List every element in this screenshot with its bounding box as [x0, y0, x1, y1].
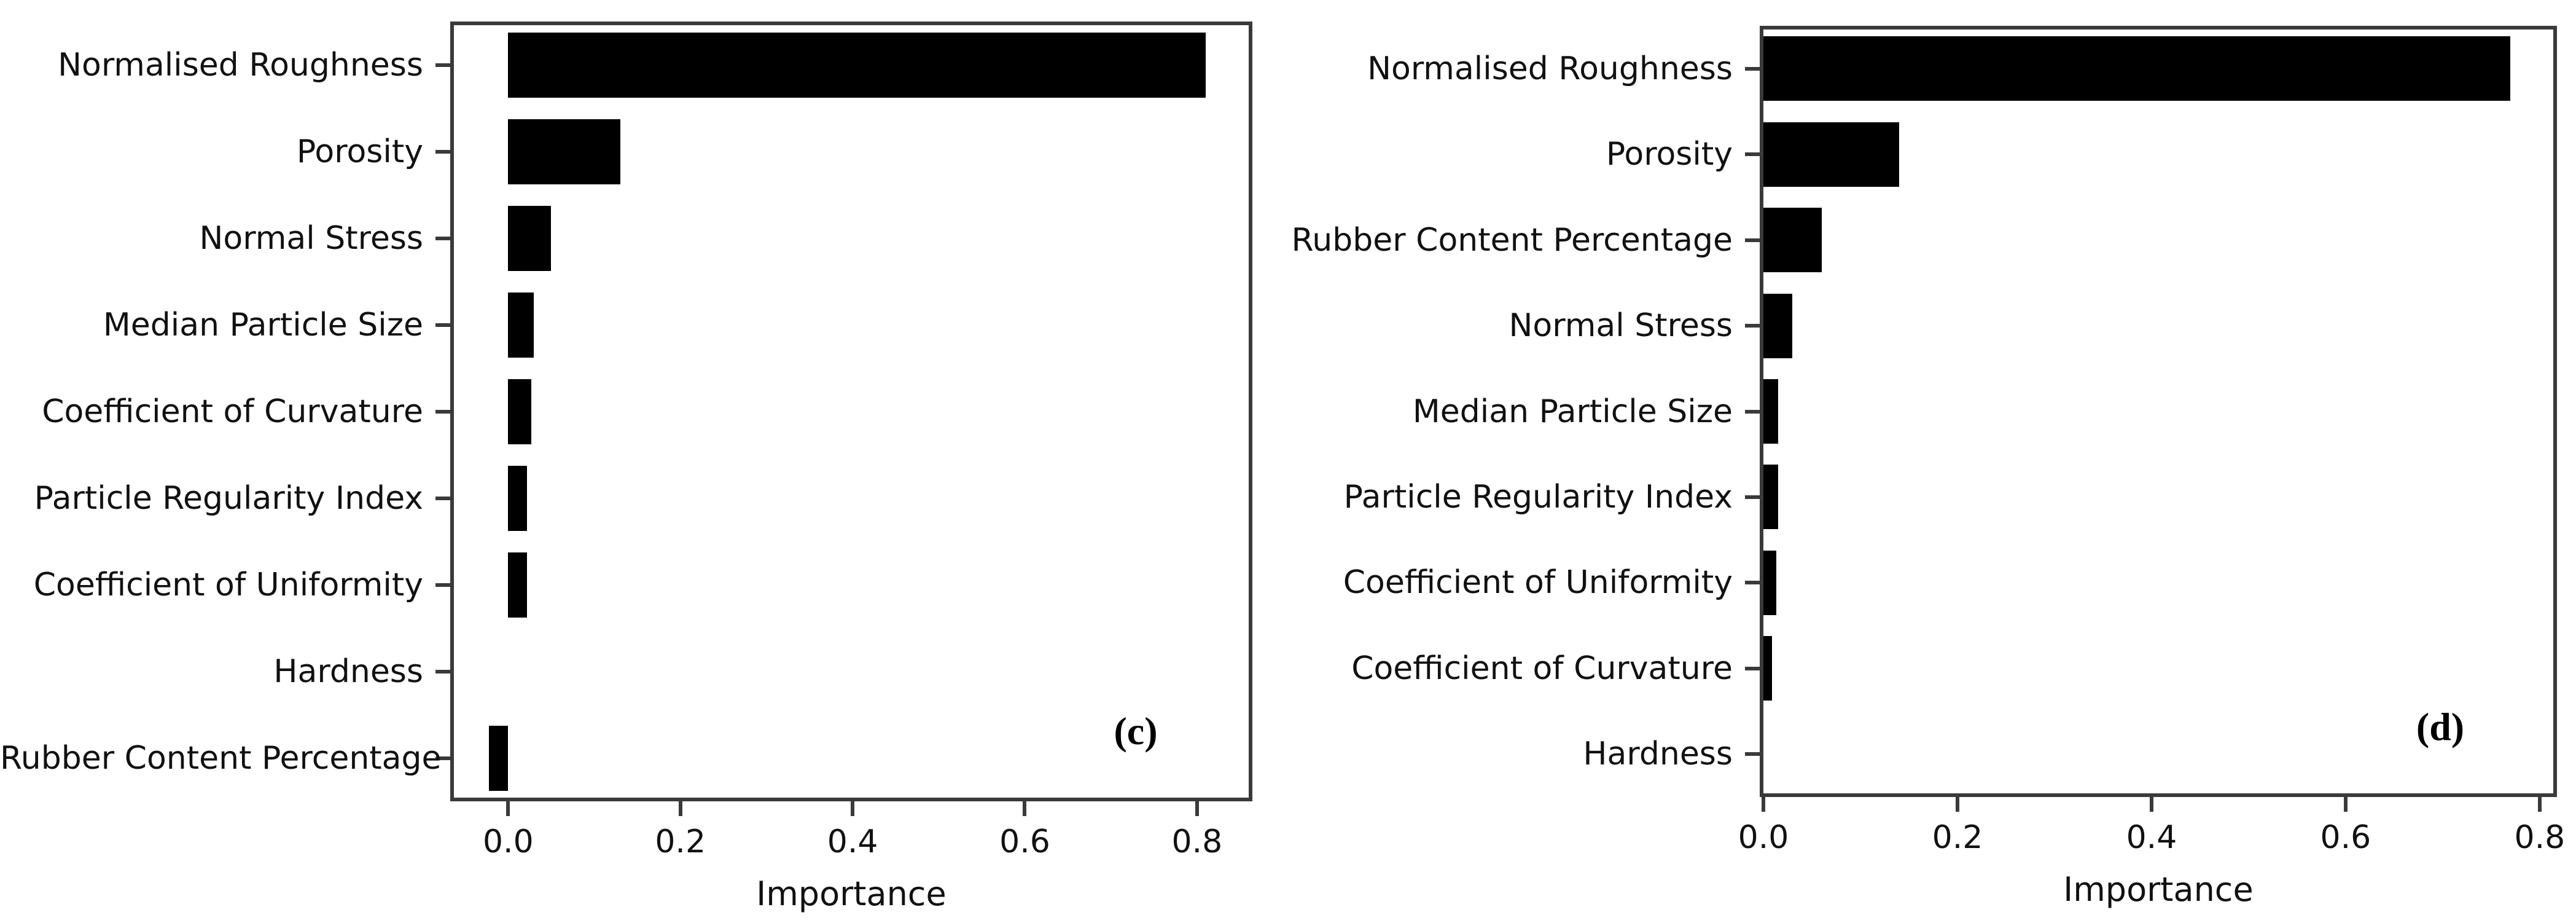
- y-category-label: Coefficient of Uniformity: [33, 566, 423, 603]
- y-category-label: Normal Stress: [199, 219, 423, 257]
- y-tick-mark: [1745, 238, 1760, 242]
- y-tick-mark: [1745, 666, 1760, 670]
- x-tick-mark: [851, 801, 855, 816]
- panel-letter-c: (c): [1114, 709, 1158, 753]
- x-tick-mark: [678, 801, 682, 816]
- panel-letter-d: (d): [2416, 705, 2465, 748]
- y-tick-mark: [1745, 409, 1760, 414]
- bar-normal-stress: [1763, 293, 1793, 358]
- x-tick-label: 0.8: [1171, 823, 1223, 860]
- y-category-label: Normalised Roughness: [58, 46, 423, 84]
- y-category-label: Rubber Content Percentage: [0, 739, 442, 777]
- y-category-label: Hardness: [273, 653, 423, 690]
- bar-normalised-roughness: [1763, 36, 2511, 101]
- y-tick-mark: [1745, 752, 1760, 756]
- x-tick-label: 0.4: [827, 823, 878, 860]
- y-tick-mark: [435, 496, 450, 500]
- bar-normalised-roughness: [508, 32, 1206, 98]
- x-tick-label: 0.0: [482, 823, 534, 860]
- bar-porosity: [1763, 122, 1900, 187]
- bar-particle-regularity-index: [508, 465, 528, 531]
- y-tick-mark: [435, 236, 450, 240]
- x-tick-mark: [2537, 797, 2542, 812]
- y-category-label: Particle Regularity Index: [34, 479, 423, 517]
- y-category-label: Coefficient of Curvature: [42, 393, 423, 430]
- y-category-label: Particle Regularity Index: [1343, 478, 1733, 516]
- y-category-label: Median Particle Size: [1412, 393, 1733, 430]
- x-tick-label: 0.4: [2126, 819, 2177, 856]
- y-tick-mark: [435, 63, 450, 67]
- bar-particle-regularity-index: [1763, 465, 1778, 530]
- x-tick-mark: [1955, 797, 1959, 812]
- bar-normal-stress: [508, 205, 552, 271]
- y-category-label: Rubber Content Percentage: [1291, 221, 1733, 259]
- y-tick-mark: [435, 756, 450, 760]
- bar-rubber-content-percentage: [1763, 208, 1822, 273]
- x-tick-label: 0.2: [1932, 819, 1983, 856]
- y-tick-mark: [1745, 495, 1760, 499]
- bar-porosity: [508, 119, 620, 184]
- plot-area-d: [1745, 26, 2557, 797]
- x-tick-label: 0.8: [2514, 819, 2566, 856]
- bar-coefficient-of-curvature: [508, 379, 532, 444]
- bar-rubber-content-percentage: [489, 725, 509, 791]
- y-tick-mark: [1745, 581, 1760, 585]
- bar-coefficient-of-uniformity: [1763, 550, 1776, 615]
- bar-median-particle-size: [508, 292, 534, 358]
- x-axis-label-d: Importance: [2063, 870, 2254, 909]
- x-tick-label: 0.2: [655, 823, 706, 860]
- y-tick-mark: [1745, 66, 1760, 71]
- y-category-label: Normalised Roughness: [1367, 50, 1733, 87]
- x-axis-label-c: Importance: [756, 874, 946, 913]
- y-category-label: Hardness: [1583, 736, 1733, 773]
- y-tick-mark: [435, 583, 450, 587]
- x-tick-mark: [506, 801, 510, 816]
- x-tick-label: 0.6: [2320, 819, 2371, 856]
- y-tick-mark: [435, 669, 450, 674]
- x-tick-mark: [1023, 801, 1027, 816]
- x-tick-mark: [1195, 801, 1199, 816]
- bar-median-particle-size: [1763, 379, 1778, 444]
- y-tick-mark: [435, 323, 450, 327]
- y-tick-mark: [435, 149, 450, 154]
- x-tick-label: 0.0: [1738, 819, 1789, 856]
- bar-coefficient-of-curvature: [1763, 636, 1773, 701]
- y-category-label: Coefficient of Curvature: [1351, 650, 1733, 687]
- y-category-label: Porosity: [296, 133, 423, 170]
- x-tick-mark: [2149, 797, 2153, 812]
- x-tick-mark: [1762, 797, 1765, 812]
- y-tick-mark: [435, 409, 450, 414]
- x-tick-mark: [2343, 797, 2348, 812]
- plot-area-c: [435, 22, 1252, 801]
- y-category-label: Porosity: [1606, 136, 1733, 173]
- y-category-label: Coefficient of Uniformity: [1343, 564, 1733, 602]
- y-tick-mark: [1745, 152, 1760, 157]
- x-tick-label: 0.6: [999, 823, 1050, 860]
- y-tick-mark: [1745, 324, 1760, 328]
- y-category-label: Normal Stress: [1509, 307, 1733, 345]
- y-category-label: Median Particle Size: [103, 306, 423, 344]
- bar-coefficient-of-uniformity: [508, 552, 528, 618]
